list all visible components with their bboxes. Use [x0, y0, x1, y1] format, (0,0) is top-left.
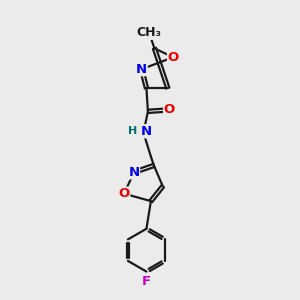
Text: F: F [142, 274, 151, 288]
Text: H: H [128, 126, 138, 136]
Text: O: O [164, 103, 175, 116]
Text: CH₃: CH₃ [136, 26, 162, 39]
Text: O: O [168, 51, 179, 64]
Text: N: N [136, 63, 147, 76]
Text: O: O [118, 187, 130, 200]
Text: N: N [128, 166, 140, 179]
Text: N: N [141, 125, 152, 138]
